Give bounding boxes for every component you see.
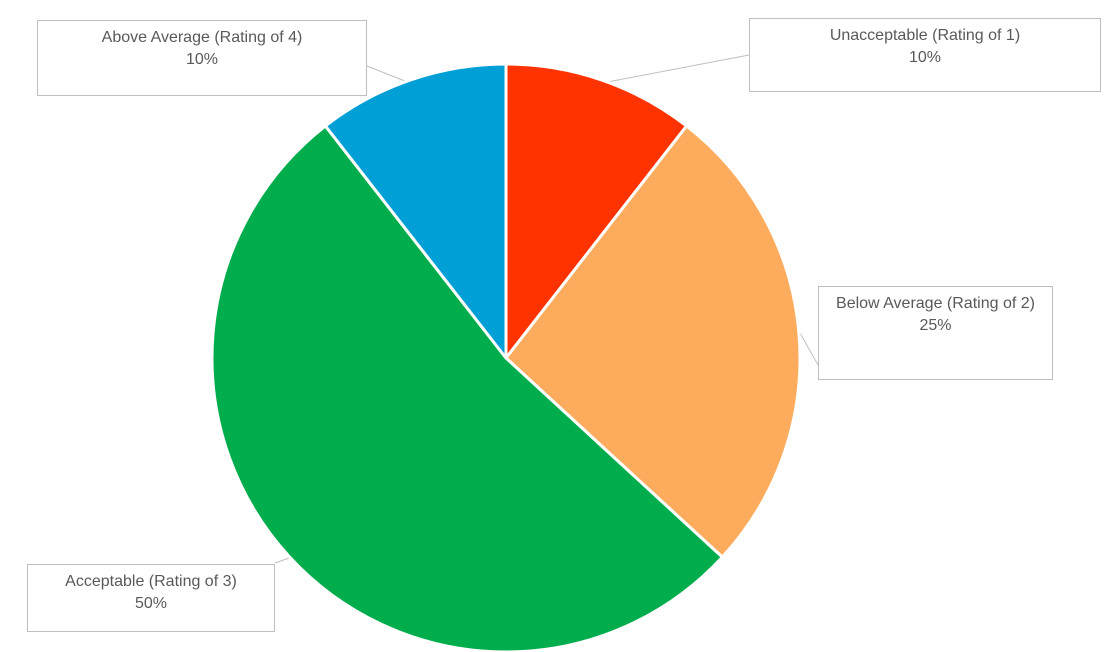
data-label-unacceptable: Unacceptable (Rating of 1) 10% — [749, 18, 1101, 92]
slice-percent: 10% — [908, 49, 942, 66]
leader-line-above-average — [366, 65, 411, 84]
leader-line-unacceptable — [601, 54, 750, 84]
slice-above-average — [323, 62, 508, 360]
slice-percent: 25% — [919, 317, 952, 334]
slice-below-average — [504, 124, 802, 559]
pie-slices — [210, 62, 802, 652]
slice-percent: 50% — [134, 595, 168, 612]
slice-unacceptable — [504, 62, 689, 360]
slice-percent: 10% — [185, 51, 219, 68]
data-label-above-average: Above Average (Rating of 4) 10% — [37, 20, 367, 96]
slice-acceptable — [210, 124, 724, 652]
slice-label: Acceptable (Rating of 3) — [65, 573, 237, 590]
leader-line-below-average — [799, 332, 819, 366]
data-label-acceptable: Acceptable (Rating of 3) 50% — [27, 564, 275, 632]
slice-label: Below Average (Rating of 2) — [836, 295, 1035, 312]
data-label-below-average: Below Average (Rating of 2) 25% — [818, 286, 1053, 380]
slice-label: Above Average (Rating of 4) — [101, 29, 303, 46]
slice-label: Unacceptable (Rating of 1) — [829, 27, 1021, 44]
